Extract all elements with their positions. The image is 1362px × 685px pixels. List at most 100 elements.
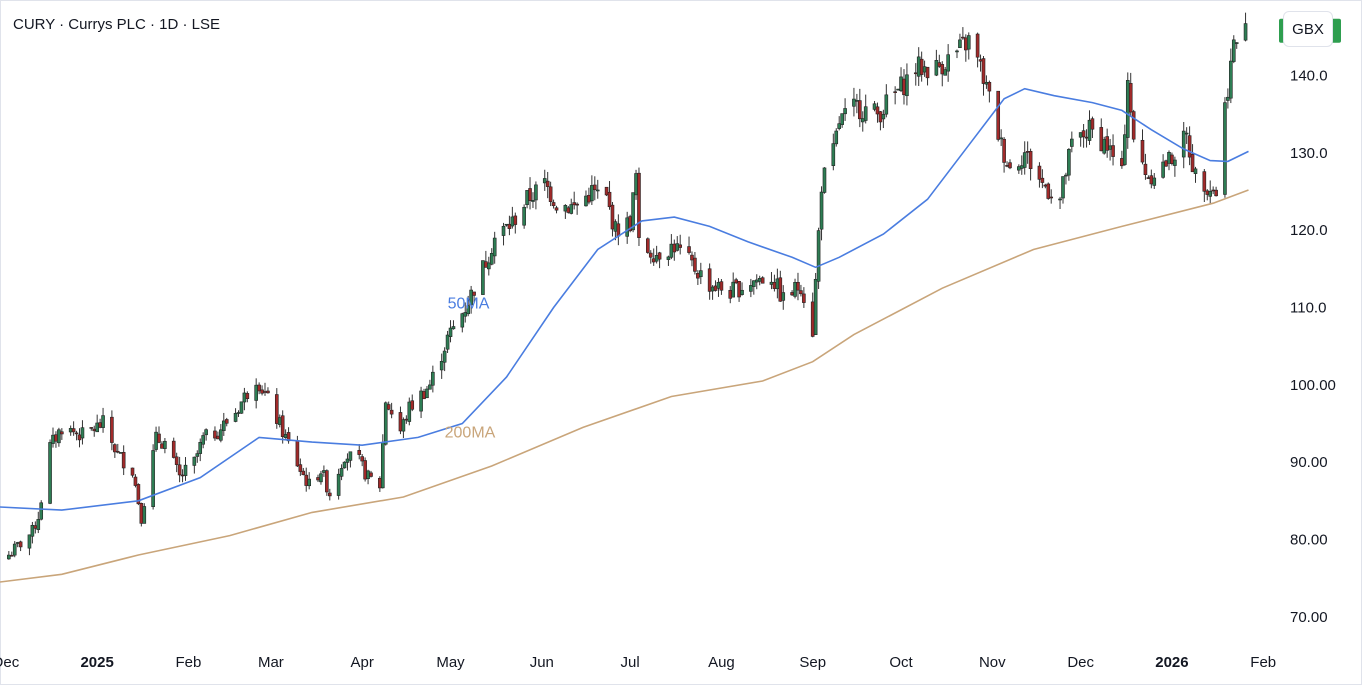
- candle-body: [1125, 80, 1130, 138]
- candle: [831, 133, 836, 171]
- candle: [174, 452, 179, 473]
- candle-body: [855, 100, 859, 102]
- candle: [336, 468, 341, 500]
- candle-body: [728, 290, 733, 299]
- candle: [157, 426, 161, 444]
- candle-body: [934, 60, 939, 76]
- candle-body: [130, 467, 135, 476]
- candle-body: [1205, 190, 1210, 195]
- candle-body: [1028, 151, 1033, 170]
- candle: [554, 205, 559, 214]
- currency-button[interactable]: GBX: [1283, 11, 1333, 47]
- candle: [192, 456, 197, 474]
- candle-body: [489, 253, 494, 265]
- candle: [1211, 186, 1215, 195]
- candle-body: [422, 391, 426, 400]
- candle: [1184, 127, 1189, 144]
- candle-body: [57, 429, 61, 444]
- candle: [1058, 196, 1062, 210]
- candle: [590, 175, 594, 205]
- candle-body: [525, 190, 529, 205]
- candle-body: [1187, 135, 1192, 158]
- candle-body: [793, 282, 797, 297]
- candle: [7, 551, 11, 560]
- candle-body: [280, 415, 285, 437]
- candle: [1170, 152, 1174, 166]
- candle: [731, 272, 735, 298]
- candle: [110, 410, 114, 451]
- time-tick-label: Feb: [1250, 654, 1276, 671]
- candle: [80, 420, 85, 445]
- time-tick-label: Dec: [0, 654, 20, 671]
- candle: [1123, 124, 1127, 166]
- symbol-title: CURY · Currys PLC · 1D · LSE: [13, 16, 220, 33]
- candle: [89, 427, 94, 431]
- candle-body: [584, 195, 588, 207]
- candle: [905, 63, 909, 106]
- candle-body: [1017, 166, 1021, 171]
- candle: [648, 250, 653, 264]
- candle-body: [160, 443, 164, 449]
- price-tick-label: 110.0: [1290, 300, 1326, 317]
- candle: [1140, 129, 1145, 165]
- candle-body: [51, 434, 55, 444]
- candle: [216, 431, 220, 440]
- candle-body: [481, 260, 485, 295]
- candle-body: [528, 188, 532, 201]
- candle: [154, 426, 158, 452]
- candle: [469, 285, 473, 314]
- candle-body: [940, 64, 945, 75]
- candle: [1102, 136, 1107, 155]
- candle-body: [699, 270, 703, 278]
- candle-body: [961, 36, 965, 39]
- candle: [899, 67, 903, 93]
- candle-body: [407, 401, 412, 422]
- candle-body: [383, 402, 388, 445]
- candle: [1173, 156, 1177, 177]
- candle-body: [955, 50, 959, 53]
- candle: [696, 270, 700, 285]
- candle-body: [254, 384, 258, 401]
- candle-body: [590, 185, 594, 202]
- candle: [233, 408, 238, 423]
- candle: [77, 428, 82, 448]
- candle-body: [893, 91, 897, 93]
- candle: [1202, 169, 1207, 202]
- candle-body: [242, 392, 247, 403]
- candle-body: [118, 452, 123, 454]
- candle: [987, 80, 992, 103]
- candle-body: [277, 417, 282, 425]
- candle: [1028, 148, 1033, 181]
- candle: [319, 470, 323, 485]
- candle-body: [369, 472, 373, 477]
- candle: [707, 263, 712, 300]
- candle-body: [569, 204, 574, 214]
- candle-body: [1167, 152, 1171, 164]
- candle-body: [1173, 159, 1177, 166]
- candle: [327, 488, 332, 501]
- candle: [793, 278, 797, 299]
- candle-body: [139, 503, 144, 524]
- candle-body: [937, 62, 942, 67]
- candle: [858, 88, 862, 128]
- candle: [961, 27, 965, 40]
- candle-body: [651, 258, 656, 263]
- candle: [1105, 128, 1109, 158]
- candle: [625, 211, 629, 244]
- candle: [383, 401, 388, 446]
- candle: [345, 453, 350, 471]
- candle: [163, 438, 167, 454]
- candle: [410, 394, 415, 412]
- price-tick-label: 100.00: [1290, 377, 1336, 394]
- candle: [115, 443, 120, 454]
- time-tick-label: Jul: [621, 654, 640, 671]
- candle-body: [1040, 177, 1045, 183]
- candle-body: [319, 473, 323, 483]
- candle-body: [286, 432, 291, 442]
- candle: [757, 275, 762, 286]
- time-tick-label: Jun: [530, 654, 554, 671]
- candle: [860, 111, 865, 132]
- candle: [837, 116, 842, 131]
- candle-body: [54, 434, 58, 442]
